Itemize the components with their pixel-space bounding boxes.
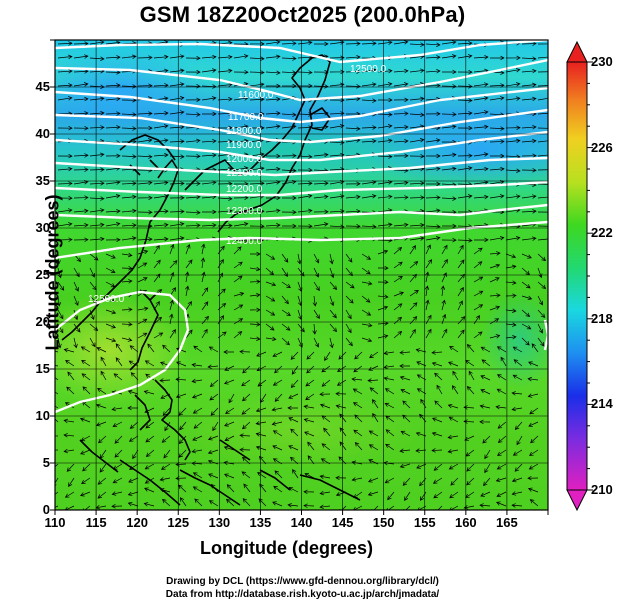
y-tick-label: 25 xyxy=(35,267,50,282)
y-tick-label: 10 xyxy=(35,408,50,423)
x-tick-label: 135 xyxy=(249,515,272,530)
contour-label: 12500.0 xyxy=(88,294,125,305)
contour-label: 12000.0 xyxy=(226,154,263,165)
credit-drawing: Drawing by DCL (https://www.gfd-dennou.o… xyxy=(166,576,439,587)
chart-title: GSM 18Z20Oct2025 (200.0hPa) xyxy=(139,2,466,27)
y-tick-label: 0 xyxy=(42,502,50,517)
contour-label: 12400.0 xyxy=(226,236,263,247)
contour-labels: 12500.0 11600.0 11700.0 11800.0 11900.0 … xyxy=(88,64,387,305)
colorbar-label: 226 xyxy=(591,139,613,155)
contour-label: 11600.0 xyxy=(238,90,274,101)
colorbar-label: 214 xyxy=(591,396,613,412)
x-tick-label: 115 xyxy=(85,515,107,530)
colorbar-label: 230 xyxy=(591,54,613,69)
height-contours xyxy=(55,40,548,414)
y-tick-label: 5 xyxy=(42,455,50,470)
contour-label: 11800.0 xyxy=(226,126,262,137)
credit-data: Data from http://database.rish.kyoto-u.a… xyxy=(165,589,440,600)
x-tick-label: 145 xyxy=(331,515,354,530)
x-tick-label: 125 xyxy=(167,515,190,530)
x-tick-label: 165 xyxy=(496,515,518,530)
y-tick-label: 45 xyxy=(35,79,50,94)
colorbar-label: 222 xyxy=(591,225,613,241)
lat-lon-grid xyxy=(55,40,548,510)
colorbar-min-triangle xyxy=(566,489,588,512)
streamlines xyxy=(55,40,548,510)
contour-label: 12500.0 xyxy=(350,64,387,75)
contour-label: 12100.0 xyxy=(226,168,263,179)
x-tick-label: 155 xyxy=(413,515,436,530)
x-tick-label: 140 xyxy=(290,515,313,530)
contour-label: 11700.0 xyxy=(228,112,264,123)
y-tick-label: 15 xyxy=(35,361,50,376)
y-tick-label: 30 xyxy=(35,220,50,235)
colorbar-max-triangle xyxy=(566,40,588,63)
contour-label: 12300.0 xyxy=(226,206,263,217)
x-axis-label: Longitude (degrees) xyxy=(200,538,374,558)
x-tick-label: 110 xyxy=(44,515,66,530)
contour-label: 11900.0 xyxy=(226,140,262,151)
y-tick-label: 20 xyxy=(35,314,50,329)
y-tick-label: 40 xyxy=(35,126,50,141)
y-tick-label: 35 xyxy=(35,173,50,188)
x-tick-label: 150 xyxy=(372,515,395,530)
x-tick-label: 130 xyxy=(208,515,231,530)
colorbar-label: 210 xyxy=(591,482,613,497)
x-tick-label: 120 xyxy=(126,515,148,530)
contour-label: 12200.0 xyxy=(226,184,263,195)
colorbar xyxy=(566,61,588,491)
y-axis-label: Latitude (degrees) xyxy=(42,194,63,351)
x-tick-label: 160 xyxy=(454,515,477,530)
colorbar-label: 218 xyxy=(591,310,613,326)
